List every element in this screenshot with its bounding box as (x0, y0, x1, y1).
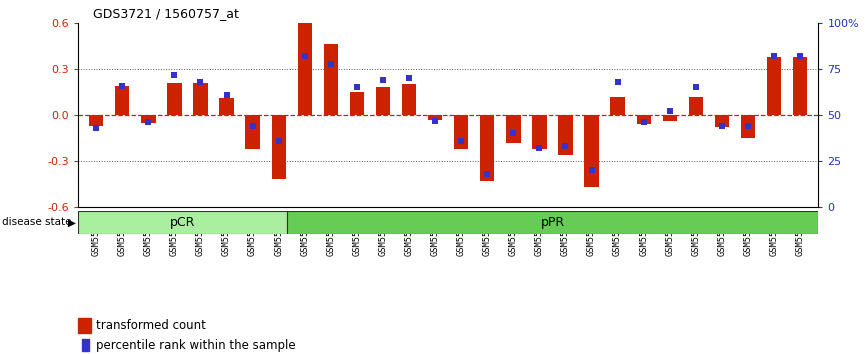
Bar (376, 87, 391, 115)
Bar (454, 115, 469, 149)
Bar (219, 98, 234, 115)
Bar (506, 115, 520, 143)
Point (793, 53, 807, 59)
Point (428, 118, 442, 124)
Bar (324, 45, 338, 115)
Text: disease state: disease state (2, 217, 71, 227)
Bar (480, 115, 494, 181)
Point (611, 79, 624, 85)
Text: ▶: ▶ (68, 217, 75, 227)
Point (455, 138, 469, 144)
Point (689, 85, 703, 90)
Bar (78, 318, 91, 333)
Text: pCR: pCR (170, 216, 195, 229)
Bar (287, 211, 818, 234)
Bar (81, 339, 89, 351)
Text: GDS3721 / 1560757_at: GDS3721 / 1560757_at (93, 7, 239, 21)
Bar (298, 23, 312, 115)
Point (324, 61, 338, 66)
Bar (740, 115, 755, 138)
Bar (245, 115, 260, 149)
Point (402, 75, 416, 81)
Point (89, 125, 103, 131)
Bar (714, 115, 729, 127)
Point (115, 83, 129, 88)
Point (220, 92, 234, 98)
Point (533, 145, 546, 151)
Point (585, 167, 598, 173)
Point (376, 77, 390, 83)
Point (741, 123, 755, 129)
Text: pPR: pPR (540, 216, 565, 229)
Bar (89, 115, 103, 126)
Bar (115, 86, 129, 115)
Bar (78, 211, 287, 234)
Point (637, 120, 650, 125)
Point (298, 53, 312, 59)
Point (141, 120, 155, 125)
Bar (533, 115, 546, 149)
Text: transformed count: transformed count (96, 319, 205, 332)
Bar (611, 97, 624, 115)
Bar (793, 57, 807, 115)
Point (481, 171, 494, 177)
Bar (350, 92, 364, 115)
Point (246, 123, 260, 129)
Bar (193, 83, 208, 115)
Bar (167, 83, 182, 115)
Bar (637, 115, 651, 124)
Point (350, 85, 364, 90)
Bar (688, 97, 703, 115)
Point (715, 123, 729, 129)
Bar (402, 84, 417, 115)
Point (272, 138, 286, 144)
Point (507, 131, 520, 136)
Point (767, 53, 781, 59)
Bar (428, 115, 443, 120)
Text: percentile rank within the sample: percentile rank within the sample (96, 339, 295, 352)
Point (559, 143, 572, 149)
Bar (662, 115, 677, 121)
Bar (272, 115, 286, 179)
Bar (585, 115, 598, 187)
Bar (767, 57, 781, 115)
Bar (141, 115, 156, 123)
Point (193, 79, 207, 85)
Point (167, 72, 181, 78)
Point (662, 109, 676, 114)
Bar (559, 115, 572, 155)
